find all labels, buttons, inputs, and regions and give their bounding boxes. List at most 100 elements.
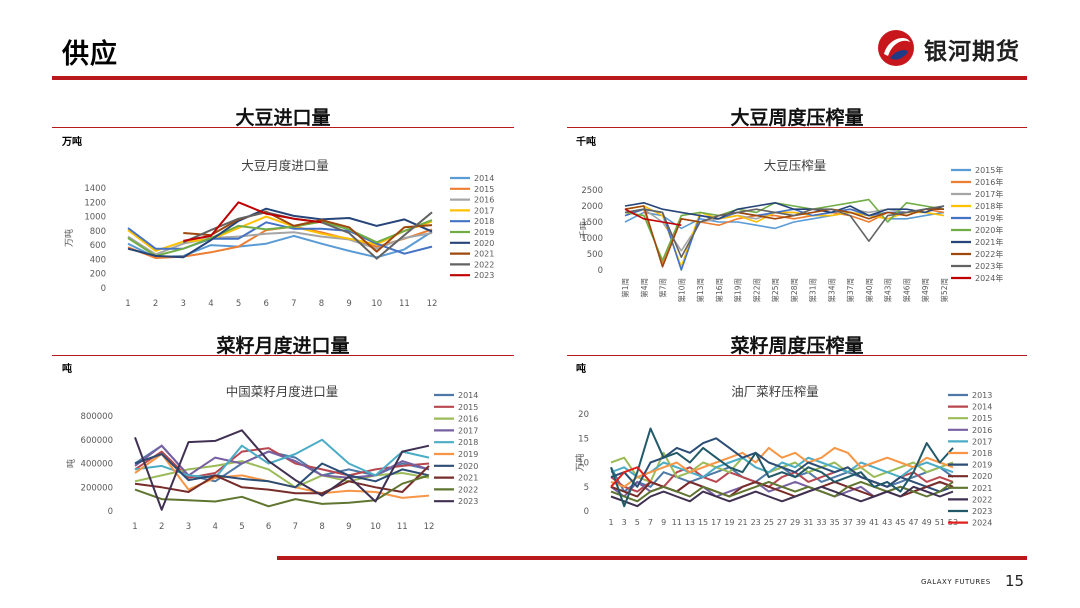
x-tick-label: 7 — [293, 522, 298, 532]
series-line-2017 — [134, 444, 430, 479]
x-tick-label: 第28周 — [789, 278, 799, 303]
x-tick-label: 第52周 — [939, 278, 949, 303]
series-line-2018 — [127, 221, 433, 255]
legend-label: 2015 — [474, 185, 494, 194]
legend-label: 2024 — [972, 519, 992, 528]
legend-label: 2019 — [458, 450, 478, 459]
unit-label: 吨 — [62, 364, 72, 375]
y-tick-label: 0 — [584, 507, 589, 517]
header-rule — [52, 76, 1027, 80]
chart-title: 中国菜籽月度进口量 — [226, 384, 339, 399]
y-tick-label: 0 — [108, 507, 113, 517]
y-tick-label: 0 — [598, 266, 603, 276]
company-logo: 银河期货 — [876, 28, 1036, 68]
x-tick-label: 23 — [751, 518, 761, 527]
y-axis-label: 万吨 — [574, 453, 586, 471]
series-line-2020年 — [624, 198, 945, 262]
x-tick-label: 第25周 — [770, 278, 780, 303]
series-line-2022年 — [624, 205, 944, 268]
x-tick-label: 4 — [212, 522, 217, 532]
x-tick-label: 第40周 — [864, 278, 874, 303]
x-tick-label: 51 — [935, 518, 945, 527]
x-tick-label: 33 — [816, 518, 826, 527]
legend-label: 2021 — [458, 474, 478, 483]
y-tick-label: 800000 — [81, 412, 113, 422]
legend-label: 2022 — [458, 485, 478, 494]
legend-label: 2017 — [972, 437, 992, 446]
series-line-2015 — [134, 447, 430, 479]
x-tick-label: 5 — [239, 522, 244, 532]
legend-label: 2020 — [474, 239, 494, 248]
x-tick-label: 11 — [399, 299, 410, 309]
x-tick-label: 第4周 — [639, 278, 649, 298]
x-tick-label: 39 — [856, 518, 866, 527]
legend-label: 2020年 — [975, 225, 1003, 235]
legend-label: 2021年 — [975, 237, 1003, 247]
x-tick-label: 第49周 — [920, 278, 930, 303]
legend-label: 2019 — [972, 461, 992, 470]
y-tick-label: 1000 — [581, 234, 603, 244]
footer-brand: GALAXY FUTURES — [921, 578, 991, 586]
y-tick-label: 5 — [584, 483, 589, 493]
legend-label: 2023 — [458, 497, 478, 506]
x-tick-label: 35 — [830, 518, 840, 527]
x-tick-label: 8 — [319, 522, 324, 532]
series-line-2024年 — [624, 208, 682, 226]
series-line-2023年 — [624, 205, 945, 258]
x-tick-label: 43 — [882, 518, 892, 527]
legend-label: 2020 — [458, 462, 478, 471]
y-axis-label: 千吨 — [578, 221, 590, 239]
legend-label: 2023年 — [975, 261, 1003, 271]
x-tick-label: 31 — [803, 518, 813, 527]
x-tick-label: 6 — [263, 299, 268, 309]
x-tick-label: 47 — [908, 518, 918, 527]
x-tick-label: 第34周 — [826, 278, 836, 303]
y-tick-label: 800 — [90, 227, 106, 237]
legend-label: 2013 — [972, 391, 992, 400]
x-tick-label: 9 — [661, 518, 666, 527]
chart-title: 大豆压榨量 — [764, 158, 827, 173]
section-rule — [567, 355, 1027, 356]
series-line-2021 — [134, 465, 430, 495]
series-line-2018 — [134, 438, 430, 479]
legend-label: 2022 — [972, 495, 992, 504]
legend-label: 2016 — [972, 426, 992, 435]
legend-label: 2018 — [474, 217, 494, 226]
y-axis-label: 吨 — [65, 459, 77, 468]
x-tick-label: 第13周 — [695, 278, 705, 303]
legend-label: 2024年 — [975, 273, 1003, 283]
legend-label: 2018 — [458, 438, 478, 447]
section-rule — [52, 127, 514, 128]
legend-label: 2022 — [474, 260, 494, 269]
x-tick-label: 9 — [346, 522, 351, 532]
series-line-2017 — [127, 215, 433, 252]
series-line-2020 — [127, 207, 433, 259]
page-title: 供应 — [62, 39, 118, 70]
x-tick-label: 1 — [125, 299, 130, 309]
legend-label: 2014 — [972, 403, 992, 412]
series-line-2024 — [610, 466, 652, 488]
x-tick-label: 15 — [698, 518, 708, 527]
x-tick-label: 13 — [685, 518, 695, 527]
y-tick-label: 10 — [578, 459, 589, 469]
series-line-2023 — [610, 427, 954, 508]
x-tick-label: 第31周 — [808, 278, 818, 303]
x-tick-label: 6 — [266, 522, 271, 532]
legend-label: 2016 — [458, 415, 478, 424]
unit-label: 吨 — [576, 364, 586, 375]
x-tick-label: 3 — [622, 518, 627, 527]
brand-name: 银河期货 — [924, 39, 1020, 65]
x-tick-label: 2 — [159, 522, 164, 532]
x-tick-label: 49 — [922, 518, 932, 527]
x-tick-label: 25 — [764, 518, 774, 527]
series-line-2019 — [127, 219, 433, 257]
y-tick-label: 2000 — [581, 202, 603, 212]
legend-label: 2015 — [458, 403, 478, 412]
chart-title: 油厂菜籽压榨量 — [731, 384, 819, 399]
section-rule — [567, 127, 1027, 128]
x-tick-label: 4 — [208, 299, 213, 309]
unit-label: 千吨 — [576, 137, 596, 148]
section-rule — [52, 355, 514, 356]
